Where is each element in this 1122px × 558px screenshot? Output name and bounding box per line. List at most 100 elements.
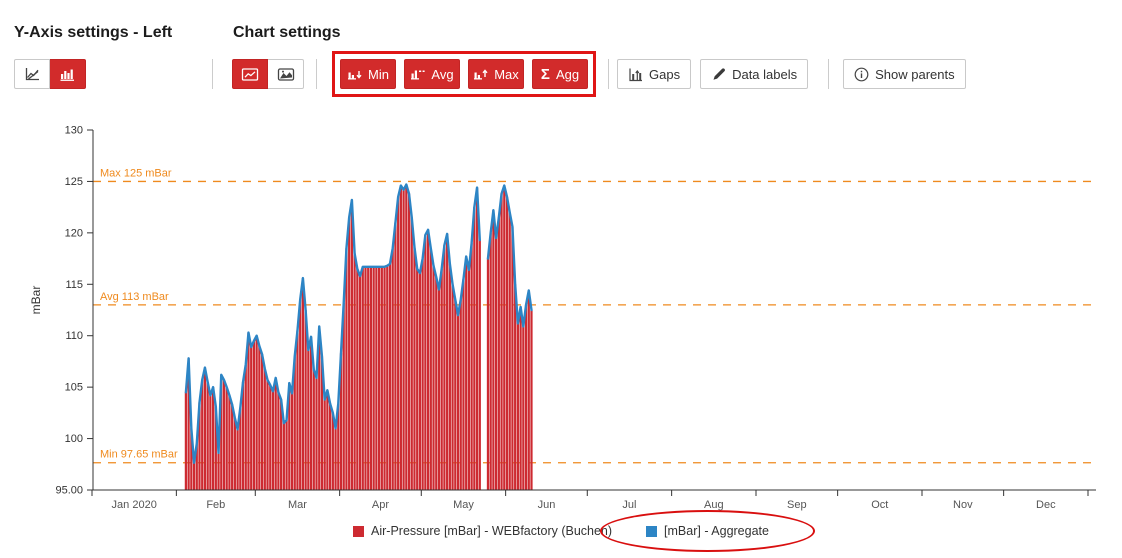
bar[interactable] (282, 423, 285, 490)
bar[interactable] (244, 364, 247, 490)
bar[interactable] (364, 266, 367, 490)
bar[interactable] (462, 279, 465, 490)
bar[interactable] (497, 217, 500, 490)
bar[interactable] (342, 302, 345, 490)
legend-item-aggregate[interactable]: [mBar] - Aggregate (600, 510, 815, 552)
bar[interactable] (214, 406, 217, 490)
data-labels-button[interactable]: Data labels (700, 59, 809, 89)
bar[interactable] (410, 217, 413, 490)
bar[interactable] (519, 306, 522, 490)
bar[interactable] (293, 356, 296, 490)
bar[interactable] (290, 393, 294, 490)
bar[interactable] (443, 245, 446, 490)
bar[interactable] (426, 229, 430, 490)
bar[interactable] (402, 189, 405, 490)
bar[interactable] (337, 403, 340, 490)
bar[interactable] (407, 193, 411, 490)
agg-button[interactable]: Σ Agg (532, 59, 588, 89)
bar[interactable] (495, 238, 498, 490)
bar[interactable] (432, 265, 435, 490)
bar[interactable] (239, 407, 242, 490)
bar[interactable] (203, 367, 207, 490)
gaps-button[interactable]: Gaps (617, 59, 692, 89)
bar[interactable] (514, 284, 517, 490)
bar[interactable] (454, 299, 457, 490)
bar[interactable] (356, 268, 359, 490)
bar[interactable] (255, 335, 258, 490)
bar[interactable] (209, 395, 212, 490)
bar[interactable] (274, 377, 277, 490)
bar[interactable] (429, 248, 432, 490)
bar[interactable] (307, 350, 310, 490)
bar[interactable] (456, 315, 460, 490)
bar[interactable] (192, 462, 196, 490)
bar[interactable] (511, 226, 514, 490)
bar[interactable] (236, 429, 239, 490)
y-axis-bar-type-button[interactable] (50, 59, 86, 89)
bar[interactable] (250, 347, 253, 490)
bar[interactable] (228, 395, 231, 490)
max-button[interactable]: Max (468, 59, 524, 89)
bar[interactable] (277, 392, 280, 490)
aggregate-line[interactable] (184, 183, 533, 464)
bar[interactable] (301, 278, 305, 490)
bar[interactable] (315, 377, 318, 490)
bar[interactable] (405, 184, 408, 490)
bar[interactable] (331, 412, 334, 490)
bar[interactable] (435, 277, 438, 490)
chart-area-mode-button[interactable] (268, 59, 304, 89)
bar[interactable] (503, 185, 506, 490)
min-button[interactable]: Min (340, 59, 396, 89)
bar[interactable] (190, 428, 193, 490)
bar[interactable] (345, 248, 348, 490)
bar[interactable] (233, 418, 236, 490)
bar[interactable] (252, 340, 256, 490)
bar[interactable] (437, 289, 441, 490)
bar[interactable] (418, 272, 422, 490)
bar[interactable] (348, 217, 351, 490)
bar[interactable] (375, 266, 378, 490)
bar[interactable] (397, 196, 400, 491)
bar[interactable] (394, 222, 397, 490)
bar[interactable] (516, 323, 519, 490)
y-axis-line-type-button[interactable] (14, 59, 50, 89)
bar[interactable] (323, 399, 326, 490)
bar[interactable] (296, 330, 299, 490)
bar[interactable] (446, 233, 449, 490)
bar[interactable] (388, 263, 392, 490)
bar[interactable] (222, 379, 226, 490)
bar[interactable] (459, 299, 462, 490)
bar[interactable] (266, 379, 269, 490)
bar[interactable] (424, 234, 427, 490)
bar[interactable] (260, 354, 264, 490)
bar[interactable] (383, 266, 386, 490)
bar[interactable] (527, 290, 530, 490)
bar[interactable] (486, 258, 490, 490)
bar[interactable] (386, 265, 389, 490)
bar[interactable] (451, 284, 454, 490)
bar[interactable] (299, 299, 302, 490)
bar[interactable] (440, 268, 443, 490)
bar[interactable] (500, 193, 503, 490)
bar[interactable] (304, 310, 307, 490)
bar[interactable] (241, 382, 245, 490)
bar[interactable] (247, 332, 250, 490)
bar[interactable] (309, 336, 313, 490)
bar[interactable] (195, 443, 198, 490)
bar[interactable] (258, 346, 261, 490)
bar[interactable] (198, 402, 201, 490)
legend-item-air-pressure[interactable]: Air-Pressure [mBar] - WEBfactory (Buchen… (353, 524, 612, 538)
bar[interactable] (475, 187, 479, 490)
bar[interactable] (334, 428, 337, 490)
bar[interactable] (187, 358, 190, 490)
bar[interactable] (465, 256, 468, 490)
bar[interactable] (522, 326, 525, 490)
bar[interactable] (478, 240, 481, 490)
bar[interactable] (184, 392, 187, 490)
bar[interactable] (225, 387, 228, 490)
bar[interactable] (263, 368, 266, 490)
bar[interactable] (350, 199, 353, 490)
bar[interactable] (318, 326, 321, 490)
bar[interactable] (358, 276, 362, 490)
